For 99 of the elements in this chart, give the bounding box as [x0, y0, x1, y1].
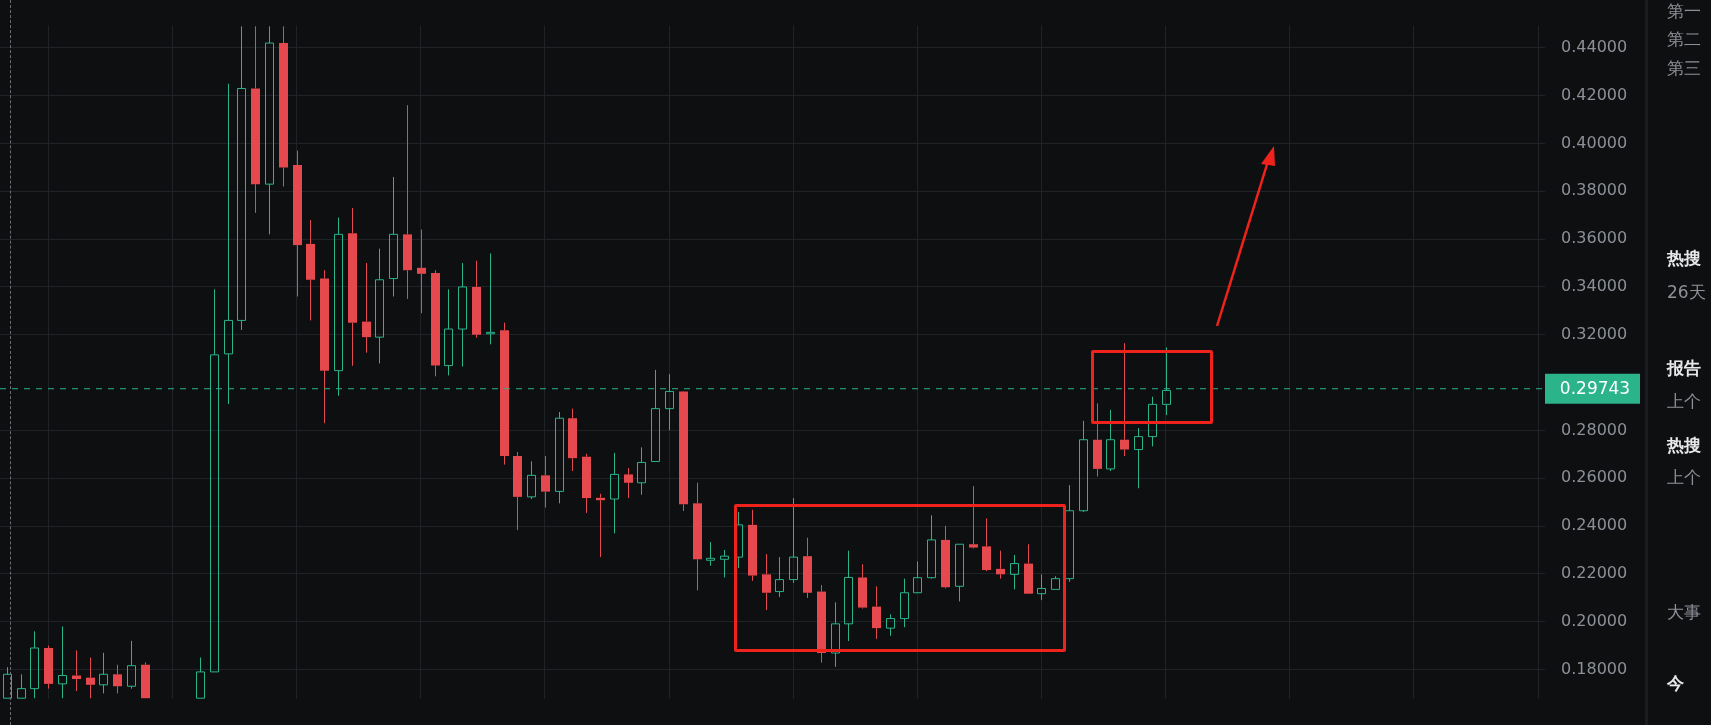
candlestick — [817, 584, 826, 664]
candlestick — [541, 455, 550, 509]
candlestick — [1037, 573, 1046, 601]
candlestick — [500, 322, 509, 466]
text: 第一 — [1667, 0, 1701, 22]
candlestick — [665, 373, 674, 431]
text: 上个 — [1667, 466, 1701, 488]
candlestick — [72, 649, 81, 692]
candlestick — [872, 585, 881, 640]
candlestick — [969, 485, 978, 548]
candlestick — [3, 666, 12, 699]
y-tick-label: 0.34000 — [1561, 276, 1628, 296]
candlestick — [955, 543, 964, 602]
candlestick — [1024, 543, 1033, 594]
candlestick — [610, 452, 619, 534]
candlestick — [293, 150, 302, 298]
candlestick — [306, 219, 315, 321]
candlestick — [279, 25, 288, 188]
candlestick — [831, 601, 840, 668]
text: 报告 — [1667, 357, 1701, 379]
y-tick-label: 0.32000 — [1561, 323, 1628, 343]
y-tick-label: 0.18000 — [1561, 658, 1628, 678]
text: 热搜 — [1667, 247, 1701, 269]
candlestick — [982, 517, 991, 571]
y-tick-label: 0.28000 — [1561, 419, 1628, 439]
candlestick — [748, 509, 757, 582]
candlestick — [1120, 342, 1129, 457]
candlestick — [403, 104, 412, 300]
candlestick — [582, 453, 591, 514]
candlestick — [803, 537, 812, 599]
candlestick — [1093, 402, 1102, 478]
candlestick — [237, 25, 246, 331]
candlestick — [486, 252, 495, 345]
y-tick-label: 0.22000 — [1561, 563, 1628, 583]
y-tick-label: 0.42000 — [1561, 84, 1628, 104]
candlestick — [127, 640, 136, 690]
candlestick — [1134, 427, 1143, 489]
candlestick — [58, 625, 67, 699]
candlestick — [431, 269, 440, 377]
candlestick — [927, 514, 936, 579]
y-tick-label: 0.20000 — [1561, 610, 1628, 630]
text: 今 — [1667, 672, 1684, 694]
candlestick — [624, 467, 633, 499]
text: 大事 — [1667, 601, 1701, 623]
candlestick — [720, 549, 729, 578]
candlestick — [996, 550, 1005, 580]
candlestick — [1148, 396, 1157, 447]
text: 第三 — [1667, 57, 1701, 79]
candlestick — [513, 451, 522, 531]
candlestick — [251, 25, 260, 214]
y-tick-label: 0.24000 — [1561, 515, 1628, 535]
candlestick — [389, 176, 398, 298]
candlestick — [320, 269, 329, 424]
candlestick — [844, 550, 853, 642]
candlestick — [17, 673, 26, 699]
candlestick — [568, 408, 577, 472]
candlestick — [941, 525, 950, 588]
candlestick — [789, 497, 798, 584]
candlestick — [444, 288, 453, 376]
candlestick — [1010, 554, 1019, 590]
y-tick-label: 0.36000 — [1561, 228, 1628, 248]
candlestick — [775, 556, 784, 598]
candlestick — [913, 560, 922, 594]
candlestick — [472, 260, 481, 339]
candlestick — [679, 391, 688, 512]
candlestick — [555, 411, 564, 504]
candlestick — [858, 563, 867, 608]
ref-line-label: 0.29743 — [1559, 378, 1631, 399]
candlestick — [141, 661, 150, 699]
text: 第二 — [1667, 28, 1701, 50]
candlestick — [113, 664, 122, 694]
candlestick — [637, 446, 646, 496]
candlestick — [417, 229, 426, 314]
candlestick — [693, 482, 702, 591]
candlestick — [762, 553, 771, 611]
candlestick — [706, 541, 715, 567]
y-tick-label: 0.40000 — [1561, 132, 1628, 152]
candlestick — [886, 613, 895, 637]
y-tick-label: 0.26000 — [1561, 467, 1628, 487]
candlestick — [99, 652, 108, 694]
candlestick — [30, 630, 39, 699]
candlestick — [348, 207, 357, 367]
y-tick-label: 0.44000 — [1561, 36, 1628, 56]
candlestick — [375, 248, 384, 364]
candlestick — [86, 657, 95, 699]
candlestick — [900, 578, 909, 628]
candlestick — [265, 25, 274, 235]
candlestick — [44, 645, 53, 690]
text: 26天 — [1667, 281, 1706, 303]
candlestick — [362, 262, 371, 354]
text: 热搜 — [1667, 434, 1701, 456]
candlestick — [458, 262, 467, 368]
y-tick-label: 0.38000 — [1561, 180, 1628, 200]
candlestick — [1079, 420, 1088, 512]
text: 上个 — [1667, 390, 1701, 412]
candlestick — [196, 657, 205, 699]
candlestick — [1051, 575, 1060, 590]
candlestick — [527, 460, 536, 500]
candlestick — [1106, 409, 1115, 472]
